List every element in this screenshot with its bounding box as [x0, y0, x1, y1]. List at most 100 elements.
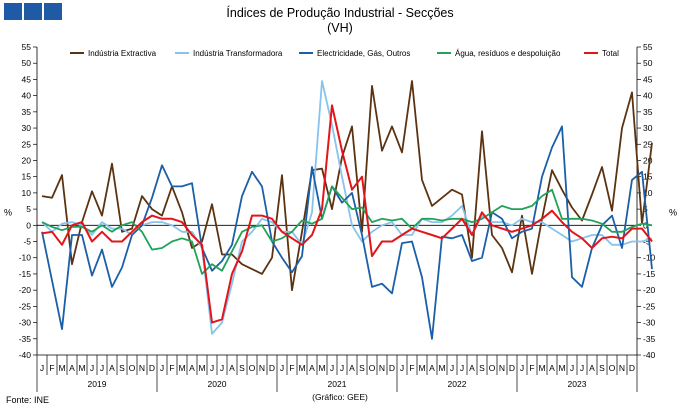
x-tick-label-year: 2023: [568, 379, 587, 389]
y-tick-label-left: -30: [19, 318, 32, 328]
x-tick-label-month: J: [460, 363, 464, 373]
x-tick-label-month: J: [210, 363, 214, 373]
x-tick-label-month: O: [369, 363, 376, 373]
x-tick-label-month: D: [149, 363, 155, 373]
x-tick-label-year: 2020: [208, 379, 227, 389]
x-tick-label-month: M: [78, 363, 85, 373]
x-tick-label-month: N: [139, 363, 145, 373]
x-tick-label-month: M: [558, 363, 565, 373]
x-tick-label-month: F: [169, 363, 174, 373]
y-tick-label-left: -35: [19, 334, 32, 344]
x-tick-label-month: D: [389, 363, 395, 373]
y-tick-label-right: -30: [643, 318, 656, 328]
x-tick-label-month: O: [249, 363, 256, 373]
y-tick-label-left: -40: [19, 350, 32, 360]
y-tick-label-right: 45: [643, 74, 653, 84]
x-tick-label-month: F: [49, 363, 54, 373]
y-tick-label-left: 45: [22, 74, 32, 84]
chart-title: Índices de Produção Industrial - Secções: [226, 6, 454, 20]
y-tick-label-right: -15: [643, 269, 656, 279]
y-tick-label-left: -10: [19, 253, 32, 263]
y-tick-label-right: 25: [643, 139, 653, 149]
x-tick-label-month: M: [418, 363, 425, 373]
x-tick-label-month: J: [160, 363, 164, 373]
x-tick-label-month: F: [409, 363, 414, 373]
y-tick-label-right: -5: [643, 237, 651, 247]
y-tick-label-left: 25: [22, 139, 32, 149]
y-tick-label-right: 30: [643, 123, 653, 133]
x-tick-label-month: M: [198, 363, 205, 373]
y-tick-label-right: -10: [643, 253, 656, 263]
y-tick-label-right: 20: [643, 155, 653, 165]
y-tick-label-right: 55: [643, 42, 653, 52]
legend-label: Indústria Transformadora: [193, 49, 283, 58]
x-tick-label-month: D: [269, 363, 275, 373]
x-tick-label-month: J: [580, 363, 584, 373]
x-tick-label-month: N: [379, 363, 385, 373]
y-tick-label-left: 15: [22, 172, 32, 182]
y-tick-label-left: -15: [19, 269, 32, 279]
y-tick-label-right: -25: [643, 301, 656, 311]
logo-block: [4, 3, 22, 20]
y-tick-label-left: 0: [26, 220, 31, 230]
x-tick-label-month: F: [529, 363, 534, 373]
y-tick-label-left: -20: [19, 285, 32, 295]
series-line: [41, 185, 653, 275]
x-tick-label-month: M: [318, 363, 325, 373]
x-tick-label-month: J: [100, 363, 104, 373]
logo-block: [24, 3, 42, 20]
y-tick-label-left: -5: [23, 237, 31, 247]
x-tick-label-month: A: [309, 363, 315, 373]
y-tick-label-right: 10: [643, 188, 653, 198]
logo: [4, 3, 62, 20]
x-tick-label-month: J: [520, 363, 524, 373]
x-tick-label-month: S: [479, 363, 485, 373]
series-line: [41, 80, 653, 292]
x-tick-label-month: J: [40, 363, 44, 373]
x-tick-label-month: O: [489, 363, 496, 373]
y-tick-label-left: 5: [26, 204, 31, 214]
y-tick-label-right: 35: [643, 107, 653, 117]
x-tick-label-month: M: [438, 363, 445, 373]
x-tick-label-month: J: [570, 363, 574, 373]
chart-credit: (Gráfico: GEE): [312, 392, 368, 402]
legend-label: Indústria Extractiva: [88, 49, 157, 58]
x-tick-label-month: N: [499, 363, 505, 373]
legend-label: Total: [602, 49, 619, 58]
x-tick-label-month: S: [359, 363, 365, 373]
x-tick-label-month: M: [178, 363, 185, 373]
x-tick-label-year: 2022: [448, 379, 467, 389]
x-tick-label-month: M: [58, 363, 65, 373]
y-tick-label-right: -20: [643, 285, 656, 295]
x-tick-label-month: J: [90, 363, 94, 373]
x-tick-label-month: J: [400, 363, 404, 373]
x-tick-label-month: A: [549, 363, 555, 373]
x-tick-label-month: N: [259, 363, 265, 373]
x-tick-label-month: F: [289, 363, 294, 373]
x-tick-label-month: A: [349, 363, 355, 373]
y-tick-label-left: 40: [22, 91, 32, 101]
chart-subtitle: (VH): [327, 21, 353, 35]
x-tick-label-month: M: [538, 363, 545, 373]
y-tick-label-left: 20: [22, 155, 32, 165]
y-tick-label-left: 55: [22, 42, 32, 52]
y-tick-label-right: 40: [643, 91, 653, 101]
x-tick-label-month: S: [599, 363, 605, 373]
y-tick-label-left: 35: [22, 107, 32, 117]
x-tick-label-month: O: [129, 363, 136, 373]
y-tick-label-right: -40: [643, 350, 656, 360]
x-tick-label-month: M: [298, 363, 305, 373]
x-tick-label-month: A: [429, 363, 435, 373]
legend-label: Água, resíduos e despoluição: [455, 49, 561, 58]
y-tick-label-left: 30: [22, 123, 32, 133]
x-tick-label-month: A: [469, 363, 475, 373]
series-line: [41, 80, 653, 335]
y-tick-label-left: 50: [22, 58, 32, 68]
y-tick-label-right: 50: [643, 58, 653, 68]
x-tick-label-month: S: [239, 363, 245, 373]
x-tick-label-year: 2019: [88, 379, 107, 389]
x-tick-label-month: A: [69, 363, 75, 373]
x-tick-label-month: D: [629, 363, 635, 373]
y-tick-label-right: 0: [643, 220, 648, 230]
